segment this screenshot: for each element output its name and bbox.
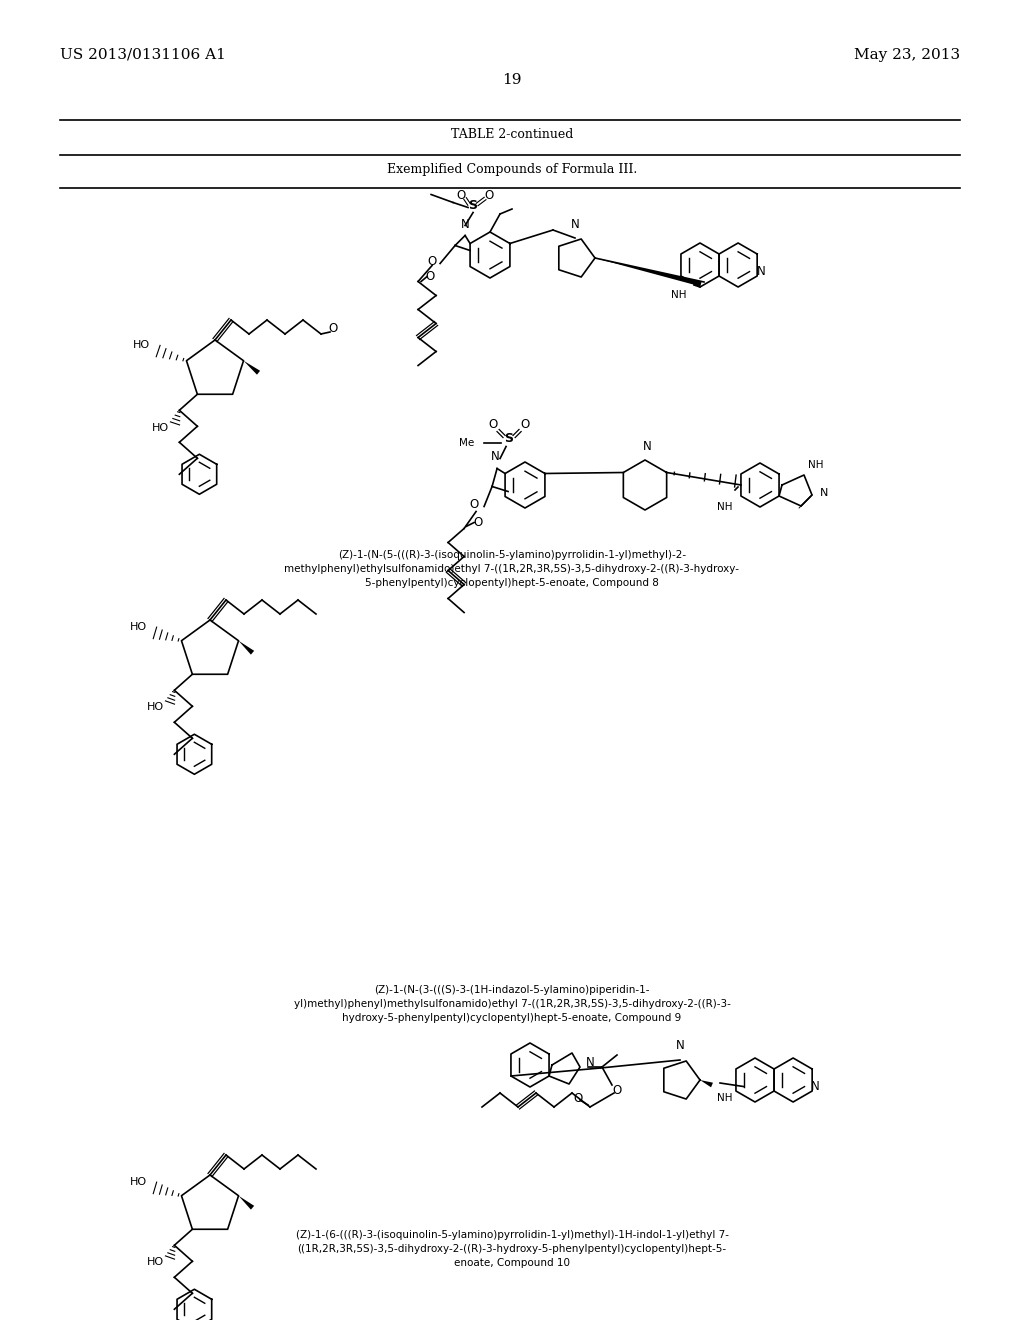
Text: yl)methyl)phenyl)methylsulfonamido)ethyl 7-((1R,2R,3R,5S)-3,5-dihydroxy-2-((R)-3: yl)methyl)phenyl)methylsulfonamido)ethyl… (294, 999, 730, 1008)
Text: N: N (461, 218, 469, 231)
Text: Exemplified Compounds of Formula III.: Exemplified Compounds of Formula III. (387, 164, 637, 177)
Text: HO: HO (147, 1257, 165, 1267)
Text: N: N (643, 440, 651, 453)
Text: 5-phenylpentyl)cyclopentyl)hept-5-enoate, Compound 8: 5-phenylpentyl)cyclopentyl)hept-5-enoate… (366, 578, 658, 587)
Text: S: S (505, 432, 514, 445)
Text: hydroxy-5-phenylpentyl)cyclopentyl)hept-5-enoate, Compound 9: hydroxy-5-phenylpentyl)cyclopentyl)hept-… (342, 1012, 682, 1023)
Polygon shape (595, 257, 701, 286)
Text: O: O (473, 516, 482, 529)
Text: N: N (820, 488, 828, 498)
Text: HO: HO (130, 622, 147, 632)
Polygon shape (244, 360, 260, 375)
Text: HO: HO (147, 702, 165, 713)
Text: 19: 19 (502, 73, 522, 87)
Text: HO: HO (153, 424, 169, 433)
Text: methylphenyl)ethylsulfonamido)ethyl 7-((1R,2R,3R,5S)-3,5-dihydroxy-2-((R)-3-hydr: methylphenyl)ethylsulfonamido)ethyl 7-((… (285, 564, 739, 574)
Text: HO: HO (133, 341, 150, 350)
Text: (Z)-1-(N-(3-(((S)-3-(1H-indazol-5-ylamino)piperidin-1-: (Z)-1-(N-(3-(((S)-3-(1H-indazol-5-ylamin… (374, 985, 650, 995)
Polygon shape (239, 640, 254, 655)
Text: O: O (427, 255, 436, 268)
Polygon shape (239, 1196, 254, 1209)
Text: O: O (425, 271, 435, 282)
Text: O: O (612, 1084, 622, 1097)
Text: NH: NH (808, 459, 823, 470)
Text: O: O (573, 1093, 583, 1106)
Text: N: N (586, 1056, 595, 1068)
Text: May 23, 2013: May 23, 2013 (854, 48, 961, 62)
Text: O: O (457, 189, 466, 202)
Text: N: N (490, 450, 500, 462)
Text: (Z)-1-(N-(5-(((R)-3-(isoquinolin-5-ylamino)pyrrolidin-1-yl)methyl)-2-: (Z)-1-(N-(5-(((R)-3-(isoquinolin-5-ylami… (338, 550, 686, 560)
Text: S: S (469, 199, 477, 213)
Text: O: O (469, 498, 478, 511)
Text: Me: Me (459, 437, 474, 447)
Text: O: O (484, 189, 494, 202)
Text: ((1R,2R,3R,5S)-3,5-dihydroxy-2-((R)-3-hydroxy-5-phenylpentyl)cyclopentyl)hept-5-: ((1R,2R,3R,5S)-3,5-dihydroxy-2-((R)-3-hy… (297, 1243, 727, 1254)
Text: NH: NH (717, 1093, 732, 1104)
Text: HO: HO (130, 1177, 147, 1187)
Text: N: N (811, 1080, 819, 1093)
Text: O: O (488, 418, 498, 432)
Polygon shape (700, 1080, 713, 1088)
Text: US 2013/0131106 A1: US 2013/0131106 A1 (60, 48, 226, 62)
Text: N: N (570, 218, 580, 231)
Text: N: N (757, 265, 766, 279)
Text: TABLE 2-continued: TABLE 2-continued (451, 128, 573, 141)
Text: enoate, Compound 10: enoate, Compound 10 (454, 1258, 570, 1269)
Text: (Z)-1-(6-(((R)-3-(isoquinolin-5-ylamino)pyrrolidin-1-yl)methyl)-1H-indol-1-yl)et: (Z)-1-(6-(((R)-3-(isoquinolin-5-ylamino)… (296, 1230, 728, 1239)
Text: NH: NH (672, 290, 687, 300)
Text: N: N (676, 1039, 684, 1052)
Text: NH: NH (717, 502, 733, 512)
Text: O: O (329, 322, 338, 335)
Text: O: O (520, 418, 529, 432)
